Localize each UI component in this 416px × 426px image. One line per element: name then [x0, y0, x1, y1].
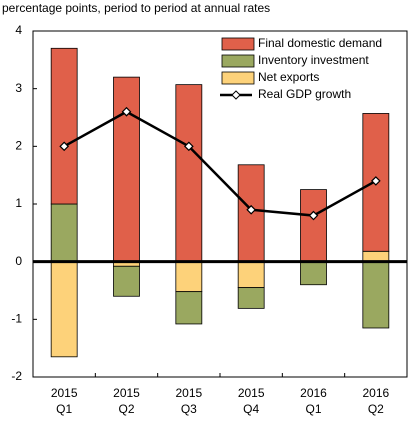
line-marker	[121, 106, 132, 117]
bar-segment	[113, 265, 140, 297]
y-tick-label: -2	[11, 369, 22, 383]
bar-segment	[50, 47, 78, 205]
x-tick-label: Q2	[118, 402, 134, 416]
x-tick-label: 2015	[175, 386, 202, 400]
y-tick-label: 2	[15, 139, 22, 153]
y-tick-label: 3	[15, 81, 22, 95]
bar-segment	[175, 261, 203, 293]
x-tick-label: 2015	[238, 386, 265, 400]
line-marker	[308, 210, 319, 221]
x-tick-label: 2015	[113, 386, 140, 400]
bar-segment	[237, 287, 265, 309]
line-marker	[183, 141, 194, 152]
bar-segment	[175, 84, 203, 263]
bar-segment	[50, 261, 78, 358]
x-tick-label: 2016	[300, 386, 327, 400]
bar-segment	[300, 189, 327, 263]
bar-segment	[362, 261, 390, 329]
legend-swatch	[221, 54, 255, 68]
bar-segment	[362, 250, 390, 263]
bar-segment	[300, 261, 327, 286]
line-marker	[59, 141, 70, 152]
bar-segment	[113, 76, 140, 263]
bar-segment	[50, 203, 78, 263]
y-tick-label: 1	[15, 196, 22, 210]
y-tick-label: 4	[15, 23, 22, 37]
x-tick-label: Q3	[181, 402, 197, 416]
line-series	[63, 110, 377, 217]
bar-segment	[237, 261, 265, 289]
legend-label: Final domestic demand	[258, 36, 382, 50]
x-tick-label: 2015	[51, 386, 78, 400]
y-tick-label: 0	[15, 254, 22, 268]
x-tick-label: 2016	[362, 386, 389, 400]
legend-label: Inventory investment	[258, 53, 369, 67]
x-tick-label: Q1	[305, 402, 321, 416]
legend-swatch	[221, 37, 255, 51]
line-marker	[246, 204, 257, 215]
line-marker	[370, 176, 381, 186]
x-tick-label: Q2	[368, 402, 384, 416]
bar-segment	[175, 291, 203, 325]
x-tick-label: Q4	[243, 402, 259, 416]
legend-label: Real GDP growth	[258, 87, 351, 101]
x-tick-label: Q1	[56, 402, 72, 416]
legend-swatch	[221, 71, 255, 85]
chart-subtitle: percentage points, period to period at a…	[2, 1, 270, 15]
y-tick-label: -1	[11, 312, 22, 326]
legend-label: Net exports	[258, 70, 319, 84]
legend-marker	[231, 90, 241, 100]
